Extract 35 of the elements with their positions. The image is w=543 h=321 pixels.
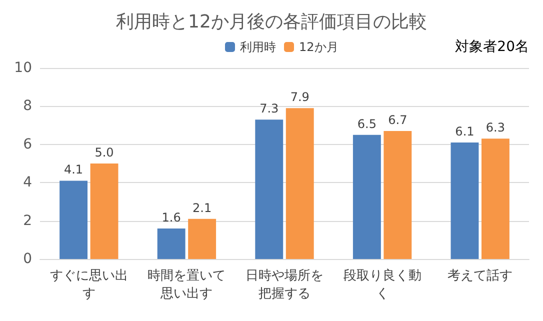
bar — [255, 120, 284, 259]
legend-label: 12か月 — [299, 40, 338, 54]
y-tick-label: 0 — [23, 251, 32, 267]
data-label: 7.3 — [260, 102, 279, 116]
data-label: 6.7 — [388, 113, 408, 128]
x-tick-label: 日時や場所を把握する — [246, 268, 324, 302]
y-tick-label: 4 — [23, 174, 32, 191]
data-label: 6.1 — [455, 124, 474, 138]
data-label: 6.5 — [357, 116, 376, 131]
bar — [450, 142, 479, 259]
y-tick-label: 6 — [23, 136, 32, 152]
x-tick-label: 時間を置いて思い出す — [148, 268, 226, 302]
bar — [188, 218, 216, 259]
bar — [90, 164, 118, 259]
x-tick-label: 考えて話す — [448, 268, 513, 284]
data-label: 6.3 — [486, 120, 506, 135]
data-label: 4.1 — [64, 162, 84, 177]
data-label: 5.0 — [94, 146, 114, 160]
x-tick-label: 段取り良く動く — [343, 268, 422, 302]
bar — [60, 180, 88, 259]
bar — [352, 134, 381, 259]
data-label: 7.9 — [290, 90, 310, 104]
text: 対象者20名 — [455, 39, 530, 55]
y-tick-label: 2 — [23, 212, 32, 229]
bar — [384, 131, 412, 259]
chart-title: 利用時と12か月後の各評価項目の比較 — [116, 12, 427, 32]
legend-label: 利用時 — [240, 40, 276, 54]
bar — [157, 228, 186, 259]
bar — [481, 138, 510, 259]
data-label: 2.1 — [192, 200, 212, 215]
bar — [286, 108, 314, 259]
y-tick-label: 10 — [14, 60, 32, 76]
x-tick-label: すぐに思い出す — [50, 268, 128, 302]
data-label: 1.6 — [162, 210, 181, 224]
y-tick-label: 8 — [23, 98, 32, 114]
